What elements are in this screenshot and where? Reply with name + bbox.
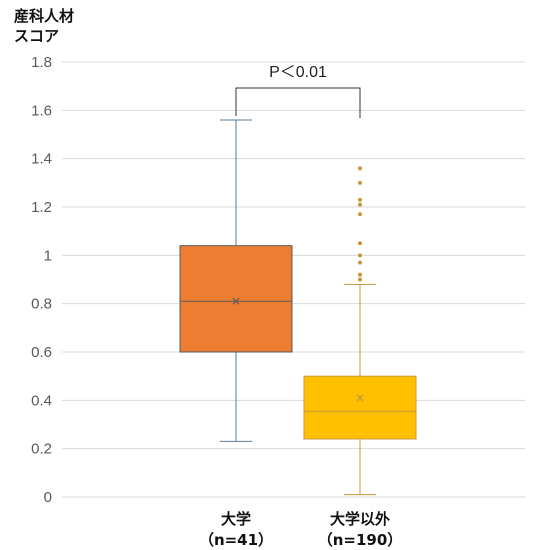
y-tick-label: 0 xyxy=(44,489,52,506)
outlier-point xyxy=(358,180,362,185)
mean-marker xyxy=(356,394,364,402)
box-iqr xyxy=(179,245,293,353)
y-tick-label: 1.6 xyxy=(31,102,52,119)
y-tick-label: 1.2 xyxy=(31,199,52,216)
y-tick-label: 1.4 xyxy=(31,151,52,168)
y-tick-label: 1.8 xyxy=(31,54,52,71)
y-axis-label: 産科人材 スコア xyxy=(14,7,75,45)
significance-bracket xyxy=(235,87,361,118)
category-n-label: （n=41） xyxy=(199,531,273,549)
y-tick-label: 1 xyxy=(44,247,52,264)
category-label: 大学 xyxy=(221,510,251,528)
outlier-point xyxy=(358,197,362,202)
outlier-point xyxy=(358,202,362,207)
outlier-point xyxy=(358,241,362,246)
outlier-point xyxy=(358,166,362,171)
y-tick-label: 0.8 xyxy=(31,296,52,313)
outlier-point xyxy=(358,260,362,265)
outlier-point xyxy=(358,212,362,217)
significance-label: P＜0.01 xyxy=(269,64,327,81)
outlier-point xyxy=(358,272,362,277)
category-label: 大学以外 xyxy=(330,510,390,528)
outlier-point xyxy=(358,277,362,282)
box-iqr xyxy=(303,375,417,440)
category-n-label: （n=190） xyxy=(318,531,403,549)
y-tick-label: 0.6 xyxy=(31,344,52,361)
outlier-point xyxy=(358,253,362,258)
y-tick-label: 0.4 xyxy=(31,392,52,409)
y-tick-label: 0.2 xyxy=(31,441,52,458)
mean-marker xyxy=(232,297,240,305)
